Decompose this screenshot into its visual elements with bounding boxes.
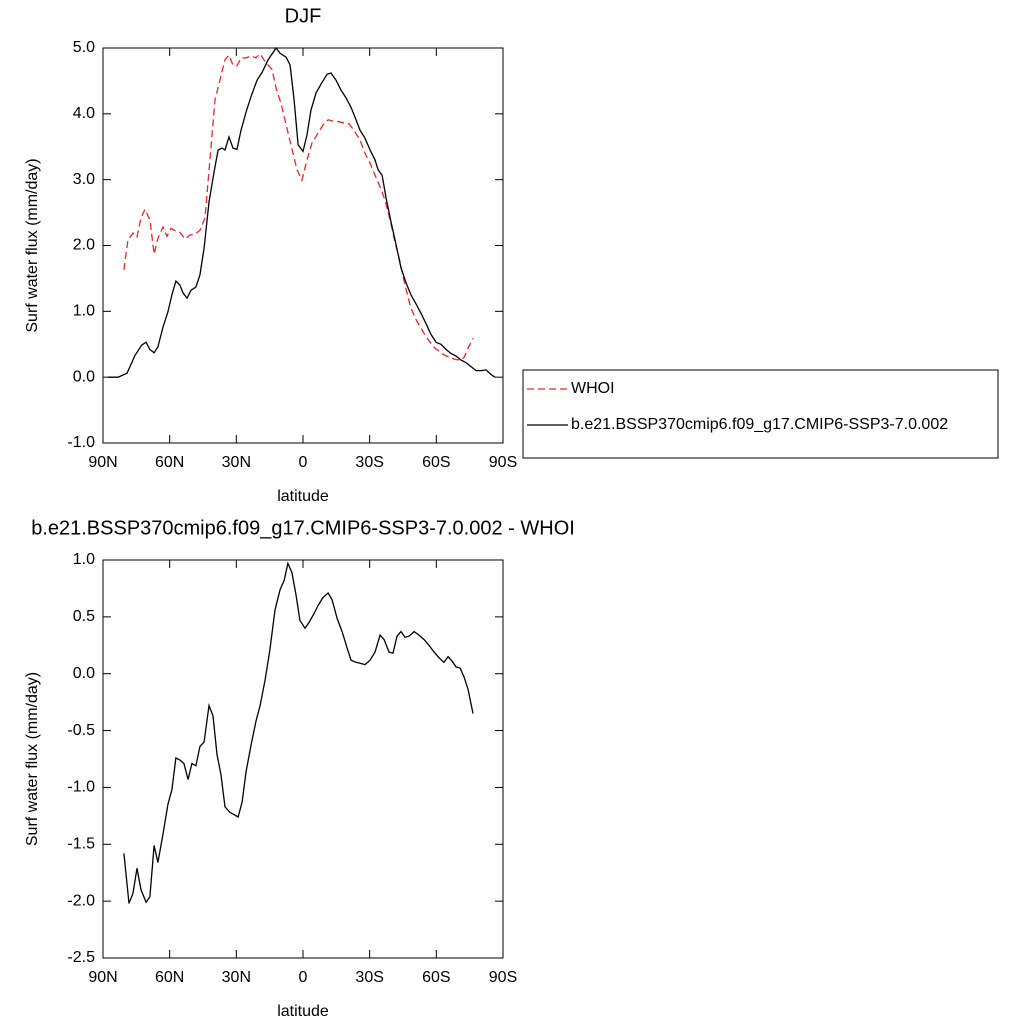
x-tick-label: 60N [155, 969, 184, 986]
data-line [123, 52, 474, 361]
x-axis-label: latitude [277, 1003, 329, 1020]
x-tick-label: 30S [355, 454, 383, 471]
y-tick-label: 2.0 [73, 237, 95, 254]
x-tick-label: 60S [422, 454, 450, 471]
x-tick-label: 30N [222, 969, 251, 986]
chart-title: b.e21.BSSP370cmip6.f09_g17.CMIP6-SSP3-7.… [31, 517, 575, 539]
plot-frame [102, 559, 504, 959]
x-tick-label: 0 [299, 969, 308, 986]
y-tick-label: -2.0 [67, 892, 95, 909]
y-tick-label: 3.0 [73, 171, 95, 188]
y-tick-label: 0.0 [73, 368, 95, 385]
legend-label: b.e21.BSSP370cmip6.f09_g17.CMIP6-SSP3-7.… [571, 416, 948, 433]
legend-label: WHOI [571, 380, 615, 397]
y-tick-label: -0.5 [67, 722, 95, 739]
chart-title: DJF [285, 5, 322, 27]
x-tick-label: 90S [489, 969, 517, 986]
x-tick-label: 90N [88, 454, 117, 471]
y-axis-label: Surf water flux (mm/day) [24, 672, 41, 846]
y-tick-label: 0.5 [73, 608, 95, 625]
x-tick-label: 60S [422, 969, 450, 986]
x-tick-label: 90N [88, 969, 117, 986]
x-tick-label: 60N [155, 454, 184, 471]
x-axis-label: latitude [277, 488, 329, 505]
y-tick-label: -2.5 [67, 949, 95, 966]
y-tick-label: 0.0 [73, 665, 95, 682]
legend-box [522, 369, 999, 459]
y-tick-label: -1.0 [67, 779, 95, 796]
y-tick-label: 1.0 [73, 551, 95, 568]
y-tick-label: 5.0 [73, 39, 95, 56]
data-line [123, 561, 474, 904]
y-tick-label: -1.0 [67, 434, 95, 451]
data-line [108, 46, 496, 378]
y-axis-label: Surf water flux (mm/day) [24, 158, 41, 332]
y-tick-label: -1.5 [67, 836, 95, 853]
x-tick-label: 0 [299, 454, 308, 471]
y-tick-label: 4.0 [73, 105, 95, 122]
plot-frame [102, 47, 504, 444]
x-tick-label: 30S [355, 969, 383, 986]
x-tick-label: 90S [489, 454, 517, 471]
y-tick-label: 1.0 [73, 303, 95, 320]
x-tick-label: 30N [222, 454, 251, 471]
